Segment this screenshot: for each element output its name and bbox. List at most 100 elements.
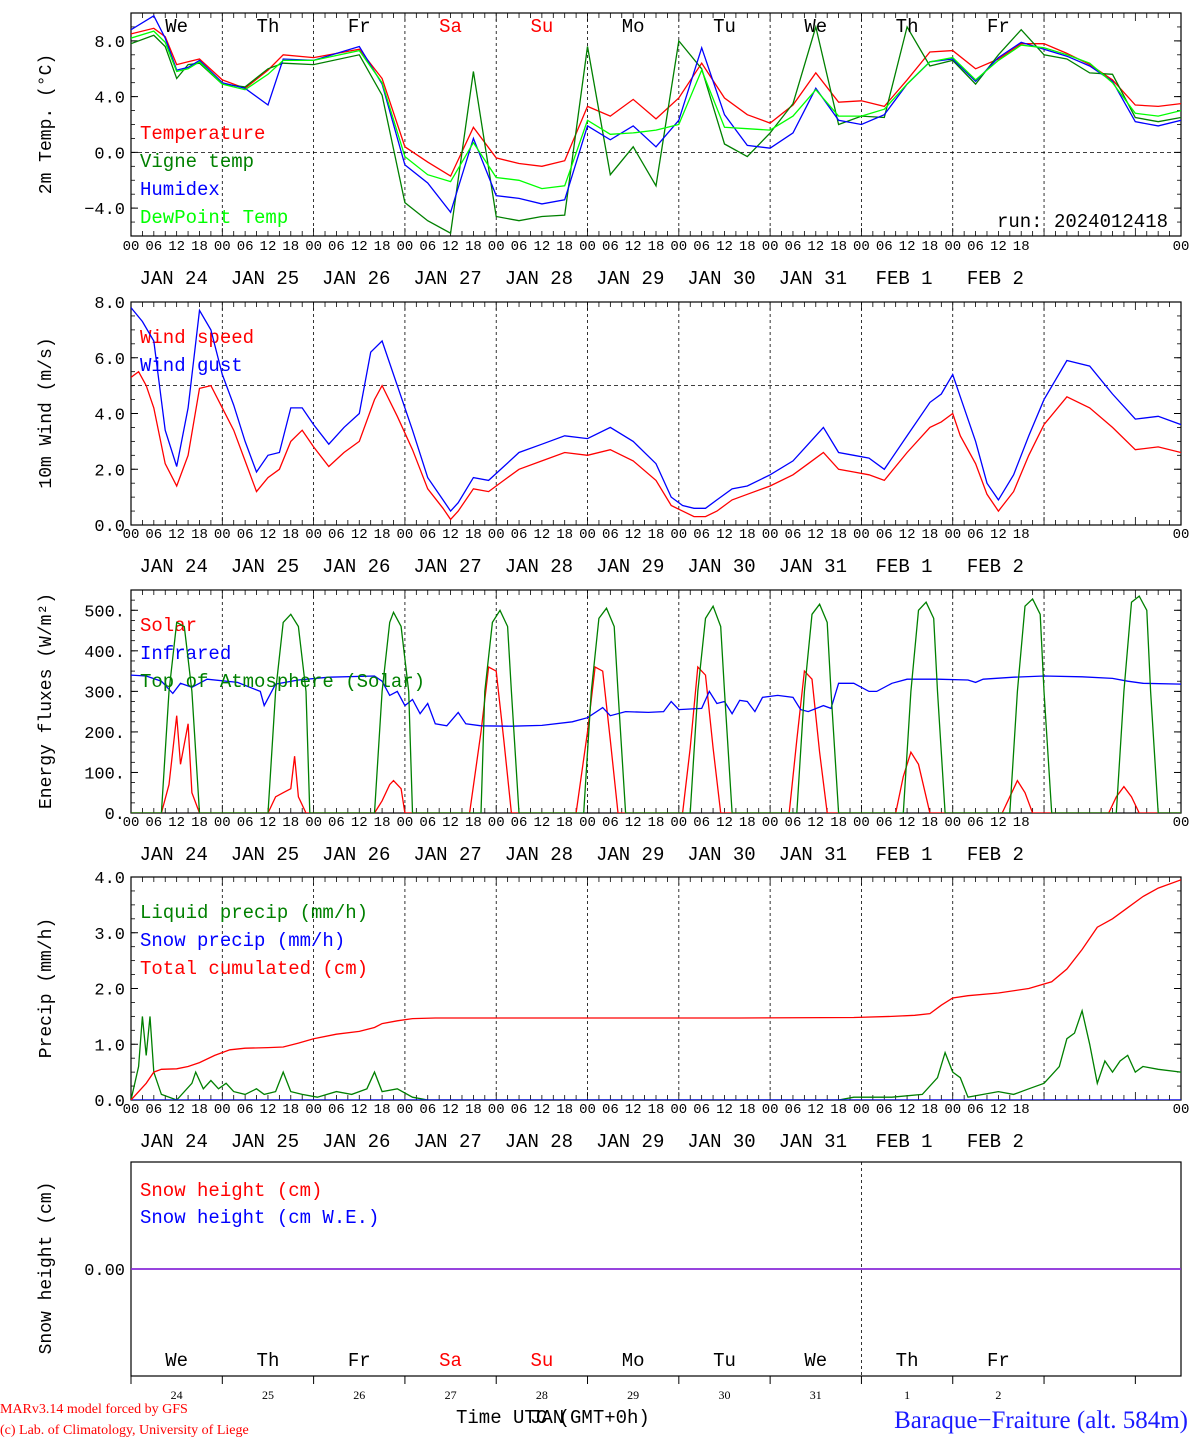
date-label: FEB 1 [876, 268, 933, 290]
hour-label: 12 [168, 527, 185, 543]
hour-label: 00 [670, 1102, 687, 1118]
lab-credit: (c) Lab. of Climatology, University of L… [0, 1423, 249, 1438]
y-tick-label: 4.0 [94, 90, 125, 109]
hour-label: 00 [670, 239, 687, 255]
y-axis-label: Precip (mm/h) [37, 918, 57, 1058]
hour-label: 00 [305, 1102, 322, 1118]
day-name-label: Sa [439, 16, 462, 38]
date-label: JAN 25 [231, 556, 299, 578]
day-name-label: Mo [622, 1350, 645, 1372]
legend-entry: Wind gust [140, 355, 243, 377]
day-name-label: We [804, 1350, 827, 1372]
y-tick-label: 6.0 [94, 351, 125, 370]
hour-label: 18 [830, 527, 847, 543]
hour-label: 12 [716, 815, 733, 831]
hour-label: 12 [260, 815, 277, 831]
day-name-label: Fr [348, 16, 371, 38]
date-label: JAN 29 [596, 556, 664, 578]
legend-entry: Vigne temp [140, 151, 254, 173]
day-number-label: 27 [445, 1388, 457, 1402]
date-label: JAN 26 [322, 556, 390, 578]
hour-label: 06 [602, 239, 619, 255]
legend-entry: Top of Atmosphere (Solar) [140, 671, 425, 693]
date-label: JAN 29 [596, 1131, 664, 1153]
date-label: JAN 31 [779, 1131, 847, 1153]
hour-label: 12 [899, 815, 916, 831]
hour-label: 00 [214, 527, 231, 543]
y-tick-label: 1.0 [94, 1037, 125, 1056]
date-label: JAN 27 [413, 844, 481, 866]
hour-label: 00 [123, 1102, 140, 1118]
hour-label: 06 [602, 1102, 619, 1118]
y-tick-label: 8.0 [94, 295, 125, 314]
hour-label: 12 [351, 527, 368, 543]
hour-label: 12 [260, 1102, 277, 1118]
hour-label: 12 [168, 1102, 185, 1118]
legend-entry: Humidex [140, 179, 220, 201]
hour-label: 06 [511, 1102, 528, 1118]
hour-label: 06 [693, 1102, 710, 1118]
hour-label: 18 [1013, 1102, 1030, 1118]
hour-label: 06 [876, 815, 893, 831]
hour-label: 18 [191, 239, 208, 255]
hour-label: 12 [716, 1102, 733, 1118]
date-label: JAN 31 [779, 844, 847, 866]
hour-label: 00 [214, 239, 231, 255]
legend-entry: Snow height (cm W.E.) [140, 1207, 379, 1229]
hour-label: 06 [237, 527, 254, 543]
series-line-top-of-atmosphere-solar- [131, 595, 1181, 813]
date-label: JAN 24 [139, 556, 207, 578]
hour-label: 06 [237, 815, 254, 831]
y-tick-label: 500. [84, 603, 125, 622]
day-name-label: We [165, 16, 188, 38]
hour-label: 06 [785, 815, 802, 831]
hour-label: 00 [305, 815, 322, 831]
day-name-label: We [165, 1350, 188, 1372]
y-tick-label: 100. [84, 765, 125, 784]
y-tick-label: 2.0 [94, 982, 125, 1001]
station-title: Baraque−Fraiture (alt. 584m) [894, 1407, 1188, 1434]
hour-label: 18 [556, 815, 573, 831]
hour-label: 06 [145, 527, 162, 543]
hour-label: 18 [648, 815, 665, 831]
day-number-label: 24 [171, 1388, 183, 1402]
day-name-label: Tu [713, 1350, 736, 1372]
date-label: JAN 26 [322, 268, 390, 290]
legend-entry: Solar [140, 615, 197, 637]
date-label: JAN 24 [139, 1131, 207, 1153]
hour-label: 00 [853, 527, 870, 543]
legend-entry: DewPoint Temp [140, 207, 288, 229]
chart-panel-2: 8.0 6.0 4.0 2.0 0.0 10m Wind (m/s) Wind speed W… [37, 295, 1189, 578]
y-axis-label: 10m Wind (m/s) [37, 337, 57, 488]
date-label: JAN 26 [322, 1131, 390, 1153]
hour-label: 06 [602, 815, 619, 831]
hour-label: 00 [214, 815, 231, 831]
hour-label: 00 [762, 815, 779, 831]
hour-label: 00 [944, 239, 961, 255]
y-tick-label: 0.0 [94, 1093, 125, 1112]
hour-label: 18 [648, 1102, 665, 1118]
date-label: JAN 27 [413, 1131, 481, 1153]
hour-label: 00 [762, 1102, 779, 1118]
y-tick-label: 0.00 [84, 1262, 125, 1281]
hour-label: 12 [442, 239, 459, 255]
hour-label: 06 [328, 1102, 345, 1118]
date-label: JAN 24 [139, 268, 207, 290]
hour-label: 12 [990, 239, 1007, 255]
day-name-label: Mo [622, 16, 645, 38]
hour-label: 18 [556, 527, 573, 543]
hour-label: 06 [419, 815, 436, 831]
date-label: JAN 25 [231, 844, 299, 866]
hour-label: 12 [899, 1102, 916, 1118]
date-label: JAN 30 [687, 1131, 755, 1153]
day-number-label: 25 [262, 1388, 274, 1402]
day-number-label: 29 [627, 1388, 639, 1402]
day-number-label: 1 [904, 1388, 910, 1402]
hour-label: 12 [716, 239, 733, 255]
hour-label: 00 [762, 239, 779, 255]
hour-label: 12 [807, 815, 824, 831]
hour-label: 00 [853, 815, 870, 831]
y-tick-label: 4.0 [94, 870, 125, 889]
chart-panel-4: 4.0 3.0 2.0 1.0 0.0 Precip (mm/h) Liquid preci… [37, 870, 1189, 1153]
